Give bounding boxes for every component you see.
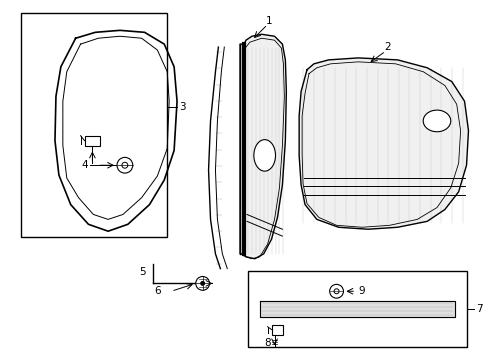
Circle shape [200,281,204,286]
Text: 5: 5 [139,266,145,276]
FancyBboxPatch shape [271,325,283,334]
Text: 4: 4 [81,160,88,170]
Text: 9: 9 [358,286,364,296]
Polygon shape [299,58,468,229]
Ellipse shape [422,110,450,132]
Text: 7: 7 [475,304,482,314]
Circle shape [117,157,132,173]
Circle shape [195,276,209,290]
Text: 8: 8 [264,338,270,348]
Bar [247,271,466,347]
Polygon shape [259,301,454,317]
Polygon shape [240,34,286,259]
Bar [21,13,167,237]
Circle shape [333,289,338,294]
Bar [84,136,100,145]
Circle shape [329,284,343,298]
Text: 2: 2 [384,42,390,52]
Text: 1: 1 [266,15,272,26]
Text: 6: 6 [154,286,161,296]
Text: 3: 3 [179,102,185,112]
Ellipse shape [253,140,275,171]
Circle shape [122,162,127,168]
